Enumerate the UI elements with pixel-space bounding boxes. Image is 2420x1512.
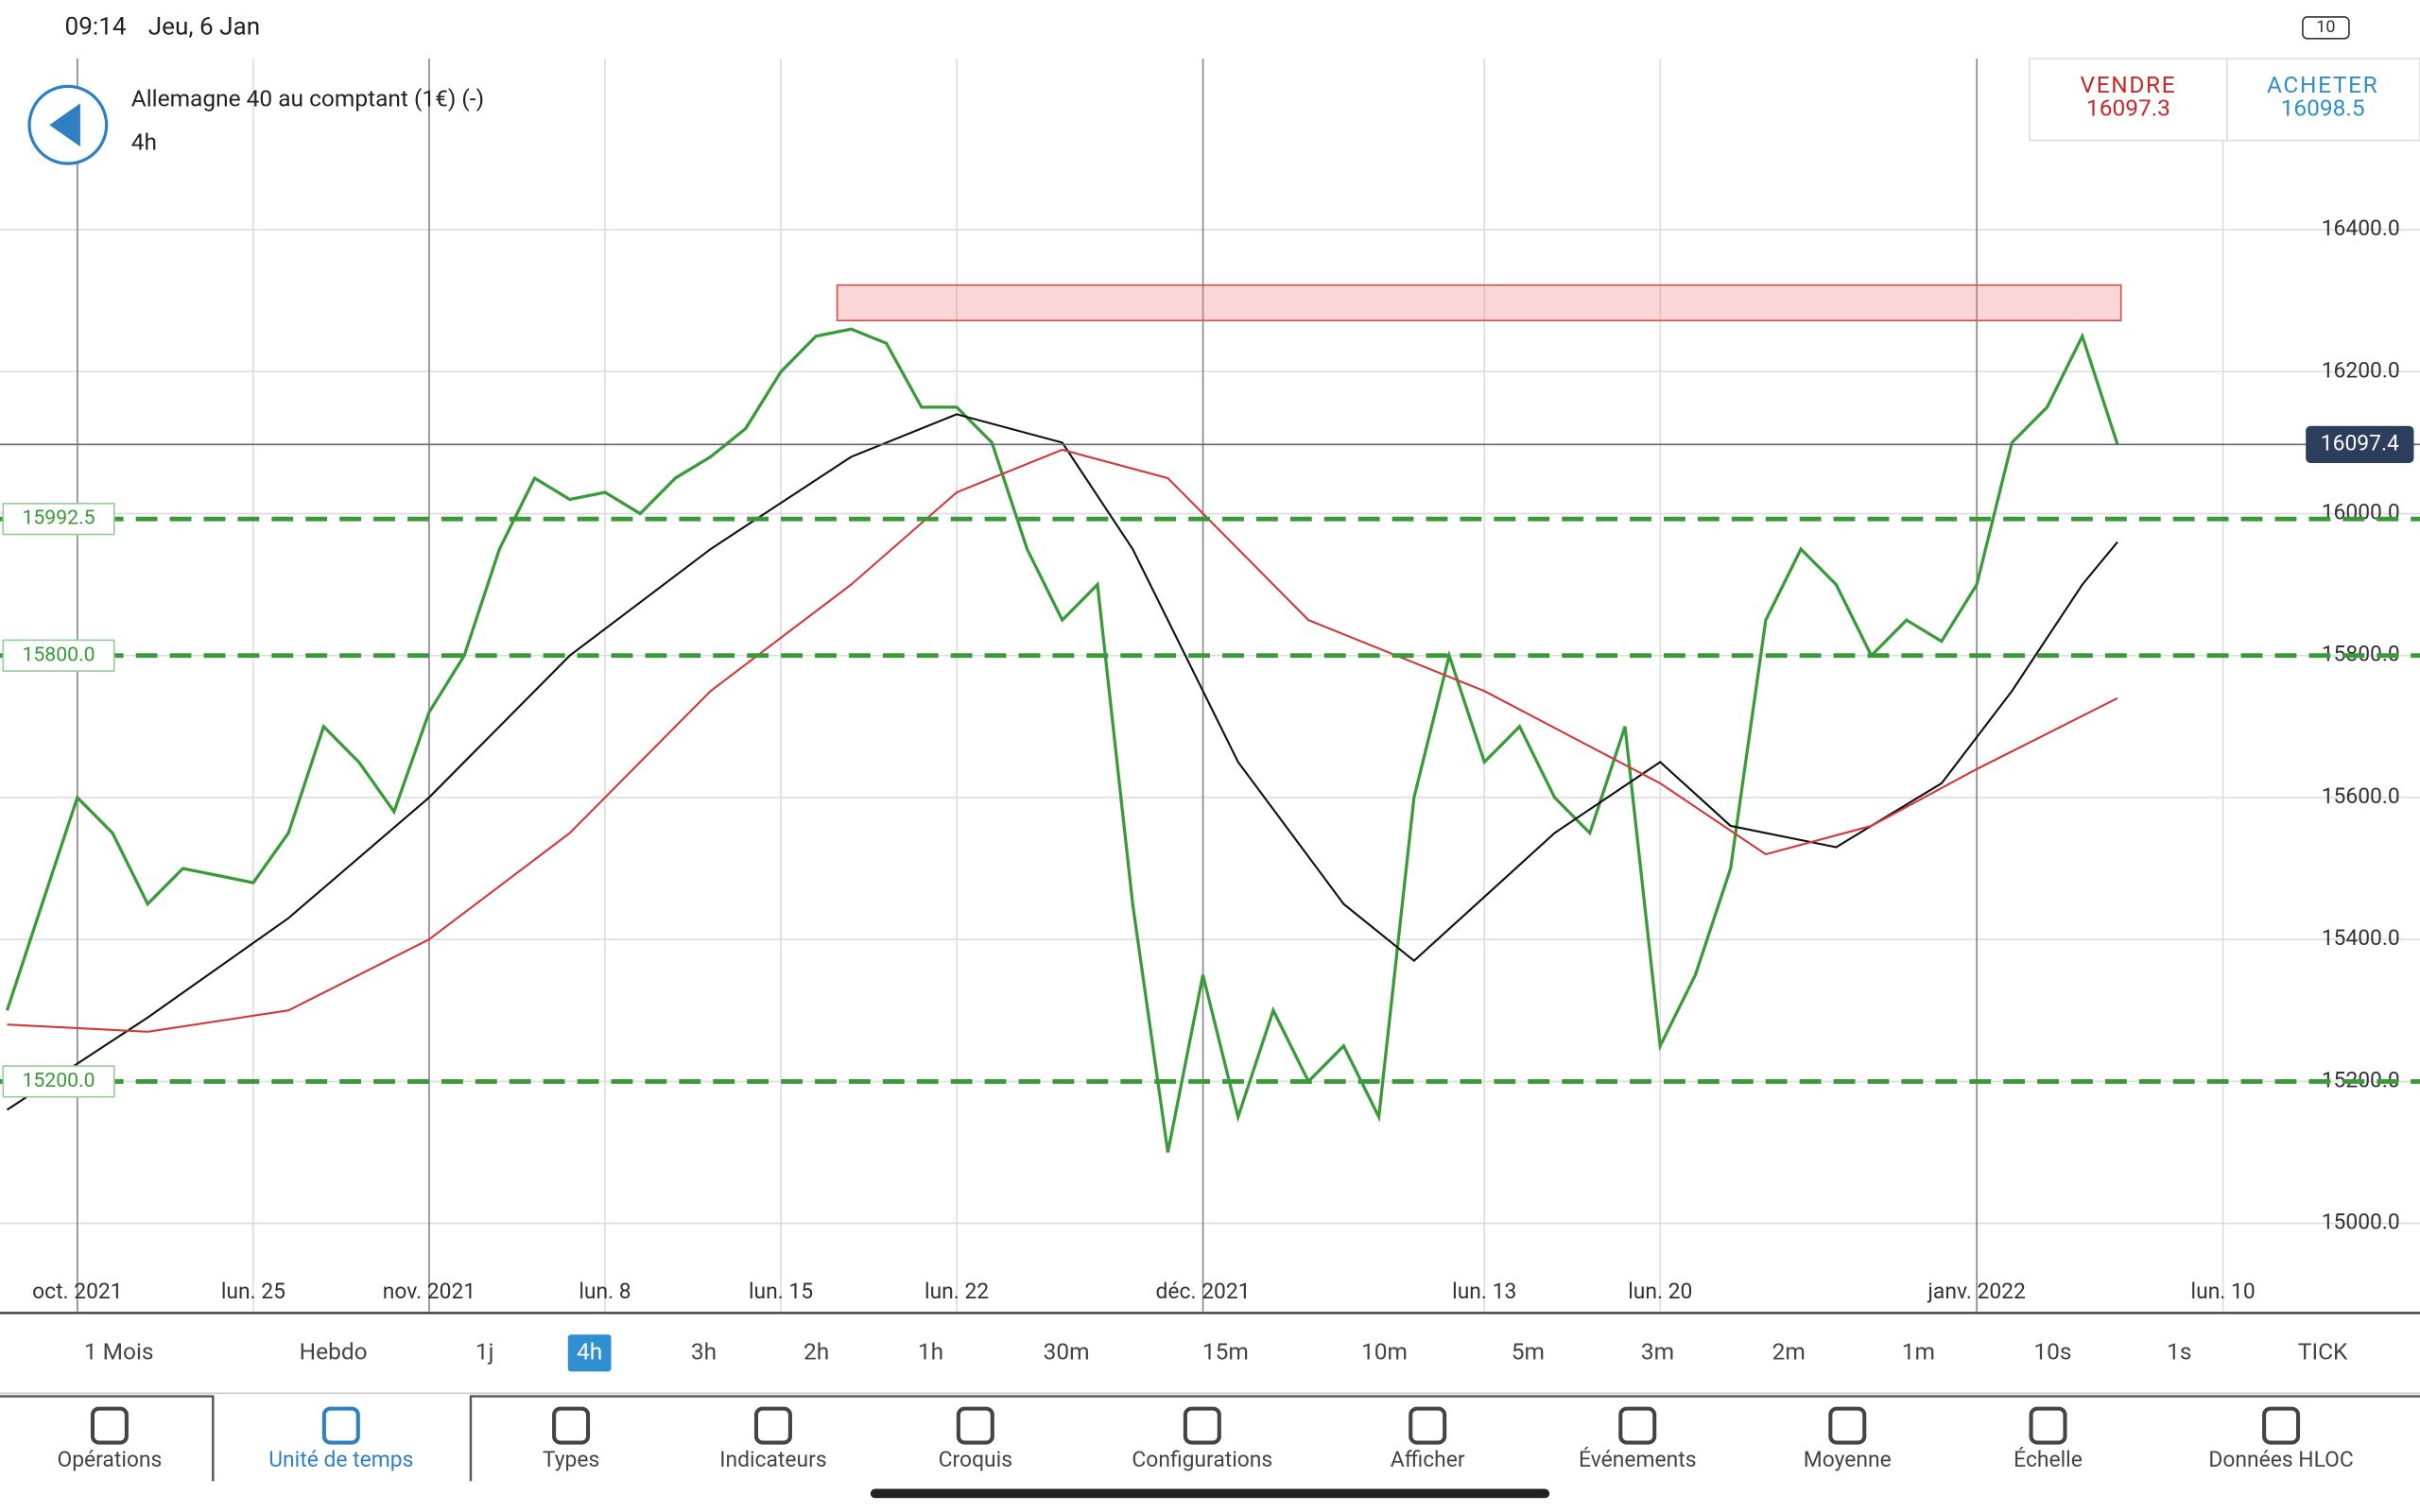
x-tick-label: lun. 22 (925, 1279, 989, 1304)
plot-area: 15000.015200.015400.015600.015800.016000… (0, 59, 2420, 1312)
x-tick-label: déc. 2021 (1156, 1279, 1251, 1304)
sell-button[interactable] (2029, 58, 2228, 142)
battery-level: 10 (2316, 17, 2335, 37)
timeframe-option[interactable]: 3m (1641, 1337, 1674, 1365)
resistance-zone (836, 284, 2122, 322)
y-tick-label: 15000.0 (2322, 1210, 2400, 1235)
buy-price: 16098.5 (2281, 94, 2365, 121)
price-line (6, 413, 2118, 1111)
nav-item[interactable]: Échelle (2014, 1447, 2083, 1472)
timeframe-option[interactable]: 30m (1044, 1337, 1090, 1365)
nav-item[interactable]: Données HLOC (2208, 1447, 2353, 1472)
timeframe-selected (567, 1334, 612, 1372)
timeframe-option[interactable]: 1h (918, 1337, 943, 1365)
last-price-box (2306, 425, 2414, 463)
x-tick-label: lun. 20 (1628, 1279, 1692, 1304)
bottom-nav: Opérations Unité de temps Types Indicateurs… (0, 1395, 2420, 1482)
level-label-box (2, 639, 115, 672)
y-tick-label: 16400.0 (2322, 215, 2400, 241)
timeframe-option[interactable]: 15m (1202, 1337, 1249, 1365)
level-label-box (2, 1065, 115, 1098)
sell-price: 16097.3 (2086, 94, 2170, 121)
nav-item[interactable]: Opérations (57, 1447, 162, 1472)
timeframe-bar: 1 Mois Hebdo 1j 4h 3h 2h 1h 30m 15m 10m 5m 3m 2m 1m 10… (84, 1334, 2348, 1372)
status-date: Jeu, 6 Jan (148, 12, 260, 41)
nav-icon (1183, 1406, 1221, 1445)
x-tick-label: oct. 2021 (32, 1279, 123, 1304)
nav-icon (321, 1406, 360, 1445)
x-tick-label: lun. 13 (1452, 1279, 1516, 1304)
last-price-label: 16097.4 (2321, 430, 2399, 455)
level-label: 15200.0 (22, 1069, 95, 1092)
y-tick-label: 16200.0 (2322, 357, 2400, 383)
status-time: 09:14 (65, 12, 127, 41)
nav-icon (1409, 1406, 1447, 1445)
nav-icon (1828, 1406, 1867, 1445)
timeframe-option[interactable]: 5m (1512, 1337, 1545, 1365)
instrument-name: Allemagne 40 au comptant (1€) (-) (131, 85, 484, 112)
nav-icon (956, 1406, 994, 1445)
timeframe-option[interactable]: 3h (691, 1337, 717, 1365)
level-label: 15800.0 (22, 643, 95, 666)
buy-label: ACHETER (2267, 71, 2378, 98)
back-arrow (49, 103, 80, 147)
x-tick-label: lun. 8 (579, 1279, 631, 1304)
nav-tab-outline (0, 1395, 2420, 1482)
nav-icon (2029, 1406, 2067, 1445)
timeframe-label: 4h (131, 128, 157, 155)
x-tick-label: nov. 2021 (383, 1279, 475, 1304)
nav-icon (1618, 1406, 1657, 1445)
nav-item[interactable]: Événements (1579, 1447, 1696, 1472)
home-indicator (870, 1488, 1550, 1499)
nav-icon (90, 1406, 129, 1445)
timeframe-option[interactable]: 1m (1902, 1337, 1935, 1365)
sell-label: VENDRE (2081, 71, 2177, 98)
y-tick-label: 15400.0 (2322, 925, 2400, 951)
nav-item[interactable]: Unité de temps (268, 1447, 413, 1472)
price-line (5, 327, 2119, 1153)
x-tick-label: janv. 2022 (1927, 1279, 2025, 1304)
timeframe-option[interactable]: TICK (2298, 1337, 2348, 1365)
timeframe-option[interactable]: Hebdo (300, 1337, 368, 1365)
timeframe-option[interactable]: 1j (475, 1337, 494, 1365)
nav-item[interactable]: Types (543, 1447, 599, 1472)
nav-icon (552, 1406, 591, 1445)
timeframe-option[interactable]: 1s (2167, 1337, 2191, 1365)
nav-item[interactable]: Moyenne (1804, 1447, 1892, 1472)
level-label-box (2, 502, 115, 536)
nav-icon (2262, 1406, 2301, 1445)
timeframe-option[interactable]: 2m (1772, 1337, 1806, 1365)
price-line (7, 448, 2118, 1033)
nav-item[interactable]: Afficher (1391, 1447, 1465, 1472)
x-tick-label: lun. 10 (2191, 1279, 2256, 1304)
timeframe-option[interactable]: 1 Mois (84, 1337, 154, 1365)
nav-item[interactable]: Croquis (939, 1447, 1012, 1472)
level-label: 15992.5 (22, 507, 95, 530)
x-tick-label: lun. 15 (749, 1279, 813, 1304)
buy-button[interactable] (2226, 58, 2420, 142)
nav-item[interactable]: Indicateurs (719, 1447, 826, 1472)
timeframe-option[interactable]: 10m (1361, 1337, 1408, 1365)
timeframe-option[interactable]: 10s (2033, 1337, 2071, 1365)
nav-item[interactable]: Configurations (1132, 1447, 1272, 1472)
y-tick-label: 15600.0 (2322, 783, 2400, 809)
timeframe-option[interactable]: 4h (577, 1337, 602, 1365)
battery-icon (2302, 16, 2350, 40)
timeframe-option[interactable]: 2h (804, 1337, 829, 1365)
nav-icon (753, 1406, 792, 1445)
x-tick-label: lun. 25 (221, 1279, 285, 1304)
